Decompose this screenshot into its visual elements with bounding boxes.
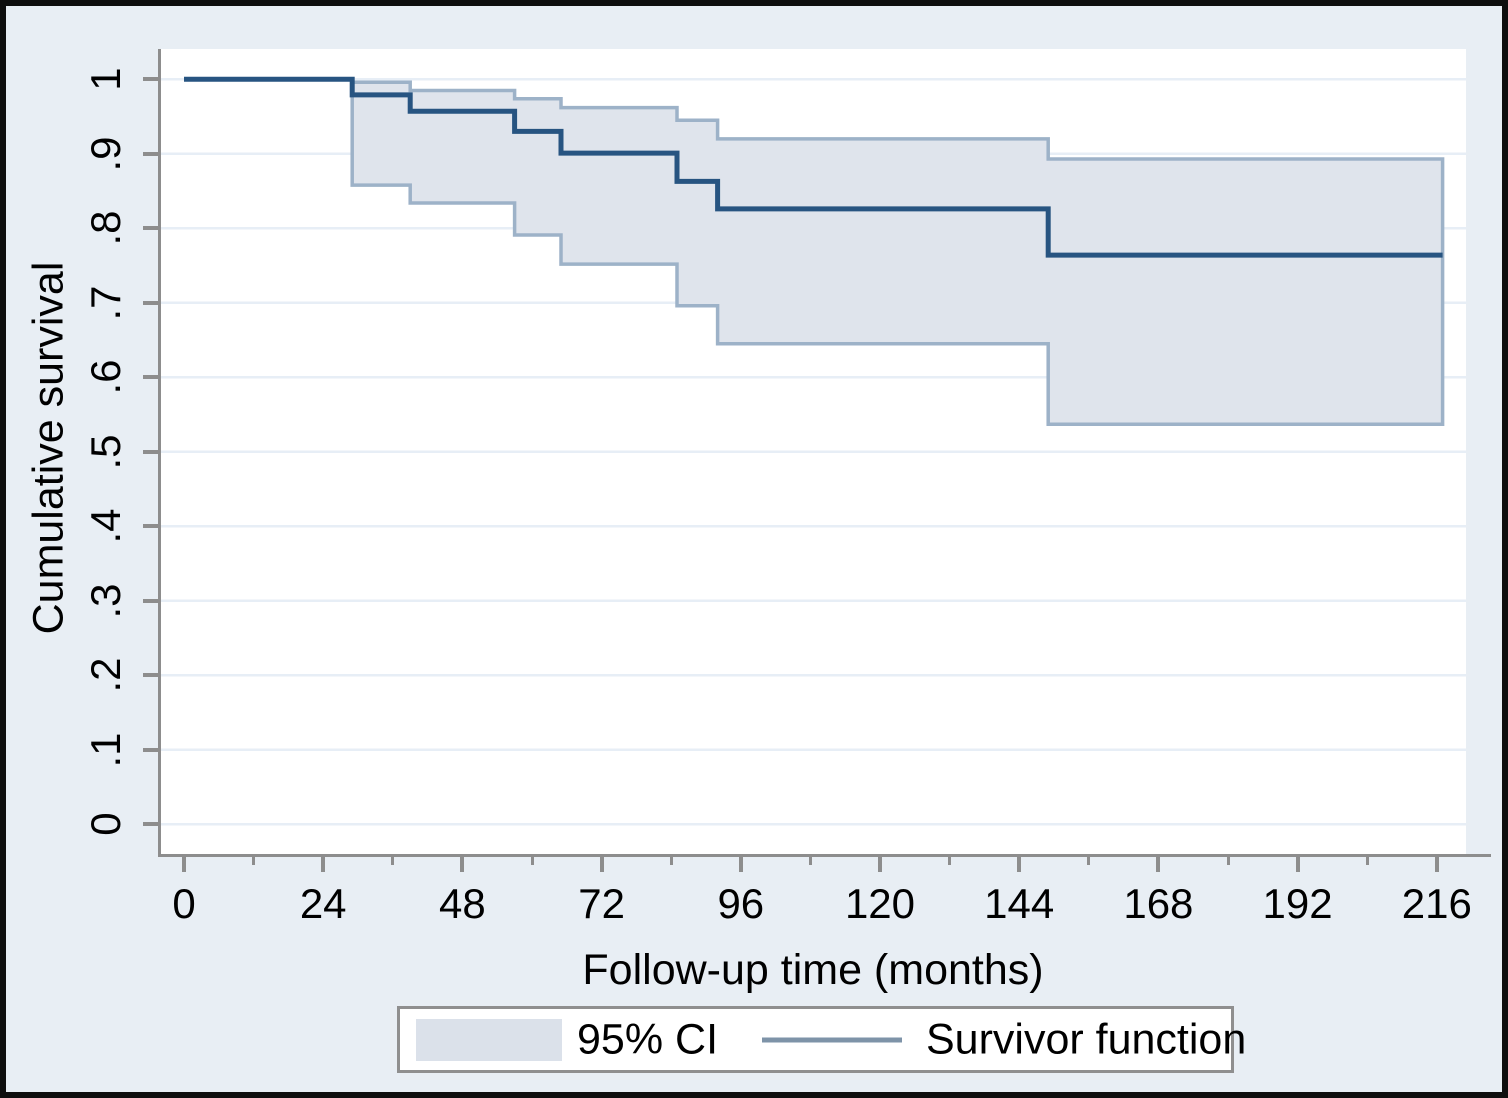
- x-tick-label: 192: [1262, 880, 1333, 927]
- ci-band: [350, 80, 1445, 426]
- survivor-line: [184, 76, 1443, 258]
- x-minor-tick: [669, 857, 673, 865]
- y-tick-label: 1: [82, 67, 129, 91]
- legend-ci-label: 95% CI: [577, 1015, 719, 1063]
- x-minor-tick: [948, 857, 952, 865]
- x-tick: [878, 857, 882, 872]
- y-tick: [143, 747, 158, 752]
- legend-line-sample: [762, 1037, 902, 1042]
- x-tick: [1156, 857, 1161, 872]
- y-axis-line: [158, 49, 161, 857]
- x-tick: [321, 857, 326, 872]
- x-tick-label: 96: [717, 880, 765, 927]
- x-tick: [1295, 857, 1300, 872]
- x-tick: [599, 857, 604, 872]
- x-tick-label: 120: [844, 880, 916, 927]
- x-tick: [182, 857, 186, 872]
- y-tick: [143, 300, 158, 305]
- x-tick-label: 168: [1123, 880, 1194, 927]
- x-tick: [1017, 857, 1022, 872]
- x-minor-tick: [252, 857, 256, 865]
- plot-area: [161, 49, 1466, 854]
- legend: 95% CI Survivor function: [397, 1006, 1246, 1073]
- y-tick: [143, 375, 158, 380]
- y-tick: [143, 151, 158, 156]
- y-axis-title: Cumulative survival: [24, 261, 73, 635]
- y-tick: [143, 598, 158, 603]
- x-minor-tick: [1365, 857, 1369, 865]
- y-tick: [143, 449, 158, 454]
- x-tick: [738, 857, 743, 872]
- survival-chart-svg: [161, 76, 1466, 826]
- x-minor-tick: [1087, 857, 1091, 865]
- x-tick: [460, 857, 465, 872]
- ci-swatch: [416, 1018, 562, 1061]
- x-tick-label: 144: [984, 880, 1055, 927]
- x-minor-tick: [530, 857, 534, 865]
- y-tick: [143, 822, 158, 827]
- x-minor-tick: [391, 857, 395, 865]
- x-tick: [1434, 857, 1439, 872]
- x-tick-label: 72: [578, 880, 625, 927]
- y-tick: [143, 77, 158, 82]
- y-tick: [143, 524, 158, 529]
- y-tick: [143, 673, 158, 678]
- x-tick-label: 24: [299, 880, 347, 927]
- y-tick: [143, 226, 158, 231]
- legend-survivor-label: Survivor function: [926, 1015, 1247, 1063]
- x-tick-label: 48: [439, 880, 486, 927]
- x-axis-title: Follow-up time (months): [582, 946, 1044, 994]
- x-minor-tick: [1226, 857, 1230, 865]
- x-tick-label: 0: [172, 880, 196, 927]
- x-minor-tick: [808, 857, 812, 865]
- x-axis-line: [158, 854, 1491, 857]
- x-tick-label: 216: [1401, 880, 1472, 927]
